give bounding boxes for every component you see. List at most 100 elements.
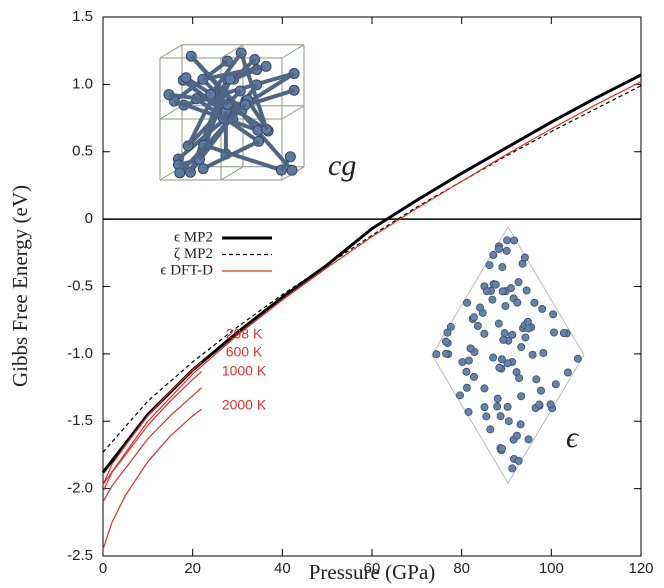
line — [102, 370, 203, 492]
atom — [462, 367, 471, 376]
atom — [502, 246, 511, 255]
atom — [462, 383, 471, 392]
atom — [489, 353, 498, 362]
atom — [563, 368, 572, 377]
bond — [186, 92, 217, 147]
x-tick-label: 60 — [364, 560, 381, 577]
atom — [504, 417, 513, 426]
atom — [549, 328, 558, 337]
bond — [202, 64, 267, 82]
bond — [209, 51, 243, 96]
x-tick-label: 40 — [274, 560, 291, 577]
bond — [195, 97, 260, 144]
atom — [458, 358, 467, 367]
atom — [551, 380, 560, 389]
isotherm-label: 1000 K — [222, 363, 267, 379]
atom — [538, 304, 547, 313]
atom — [573, 354, 582, 363]
atom — [498, 263, 507, 272]
atom — [480, 329, 489, 338]
y-tick-label: 0 — [85, 210, 93, 227]
atom — [464, 356, 473, 365]
atom — [503, 402, 512, 411]
atom — [432, 350, 441, 359]
inset-label: ϵ — [566, 421, 580, 454]
epsilon-structure — [431, 226, 585, 484]
lattice-edge — [281, 44, 305, 59]
atom — [500, 329, 509, 338]
atom — [536, 386, 545, 395]
x-tick-label: 20 — [184, 560, 201, 577]
atom — [480, 403, 489, 412]
atom — [514, 278, 523, 287]
x-axis-label: Pressure (GPa) — [309, 560, 436, 584]
bond — [239, 52, 269, 131]
atom — [506, 284, 515, 293]
cg-structure — [159, 44, 305, 181]
legend-label: ϵ MP2 — [174, 229, 213, 245]
lattice-edge — [220, 44, 244, 59]
lattice-edge — [159, 105, 183, 120]
bond — [202, 139, 260, 171]
atom — [503, 359, 512, 368]
atom — [485, 261, 494, 270]
atom — [497, 355, 506, 364]
atom — [508, 464, 517, 473]
atom — [499, 335, 508, 344]
atom — [443, 328, 452, 337]
y-tick-label: -0.5 — [67, 277, 93, 294]
atom — [488, 295, 497, 304]
isotherm-label: 600 K — [226, 344, 263, 360]
atom — [475, 303, 484, 312]
atom — [516, 420, 525, 429]
atom — [532, 375, 541, 384]
atom — [521, 333, 530, 342]
bond — [173, 99, 259, 133]
line — [102, 361, 203, 485]
isotherm-label: 298 K — [226, 326, 263, 342]
atom — [491, 280, 500, 289]
atom — [523, 317, 532, 326]
atom — [464, 407, 473, 416]
atom — [482, 412, 491, 421]
cell-outline — [431, 226, 585, 484]
atom — [524, 324, 533, 333]
atom — [480, 384, 489, 393]
y-axis-label: Gibbs Free Energy (eV) — [8, 185, 32, 387]
y-tick-label: -1.5 — [67, 412, 93, 429]
x-tick-label: 80 — [453, 560, 470, 577]
atom — [493, 402, 502, 411]
atom — [520, 253, 529, 262]
line — [102, 387, 203, 503]
atom — [260, 60, 272, 72]
bond — [168, 92, 246, 107]
y-tick-label: -2.5 — [67, 547, 93, 564]
atom — [513, 298, 522, 307]
line — [102, 408, 202, 550]
atom — [493, 394, 502, 403]
atom — [522, 286, 531, 295]
inset-label: cg — [328, 149, 356, 182]
legend-label: ζ MP2 — [174, 246, 213, 262]
atom — [482, 287, 491, 296]
line — [102, 81, 642, 485]
lattice-edge — [281, 105, 305, 120]
atom — [517, 392, 526, 401]
atom — [494, 319, 503, 328]
lattice-edge — [220, 166, 244, 181]
atom — [498, 287, 507, 296]
atom — [496, 412, 505, 421]
bond — [178, 103, 247, 175]
atom — [486, 425, 495, 434]
bond — [225, 88, 295, 114]
atom — [515, 374, 524, 383]
atom — [524, 435, 533, 444]
atom — [497, 444, 506, 453]
x-tick-label: 0 — [99, 560, 107, 577]
atom — [501, 302, 510, 311]
atom — [495, 363, 504, 372]
atom — [284, 151, 296, 163]
atom — [539, 348, 548, 357]
x-tick-label: 120 — [628, 560, 653, 577]
atom — [535, 400, 544, 409]
